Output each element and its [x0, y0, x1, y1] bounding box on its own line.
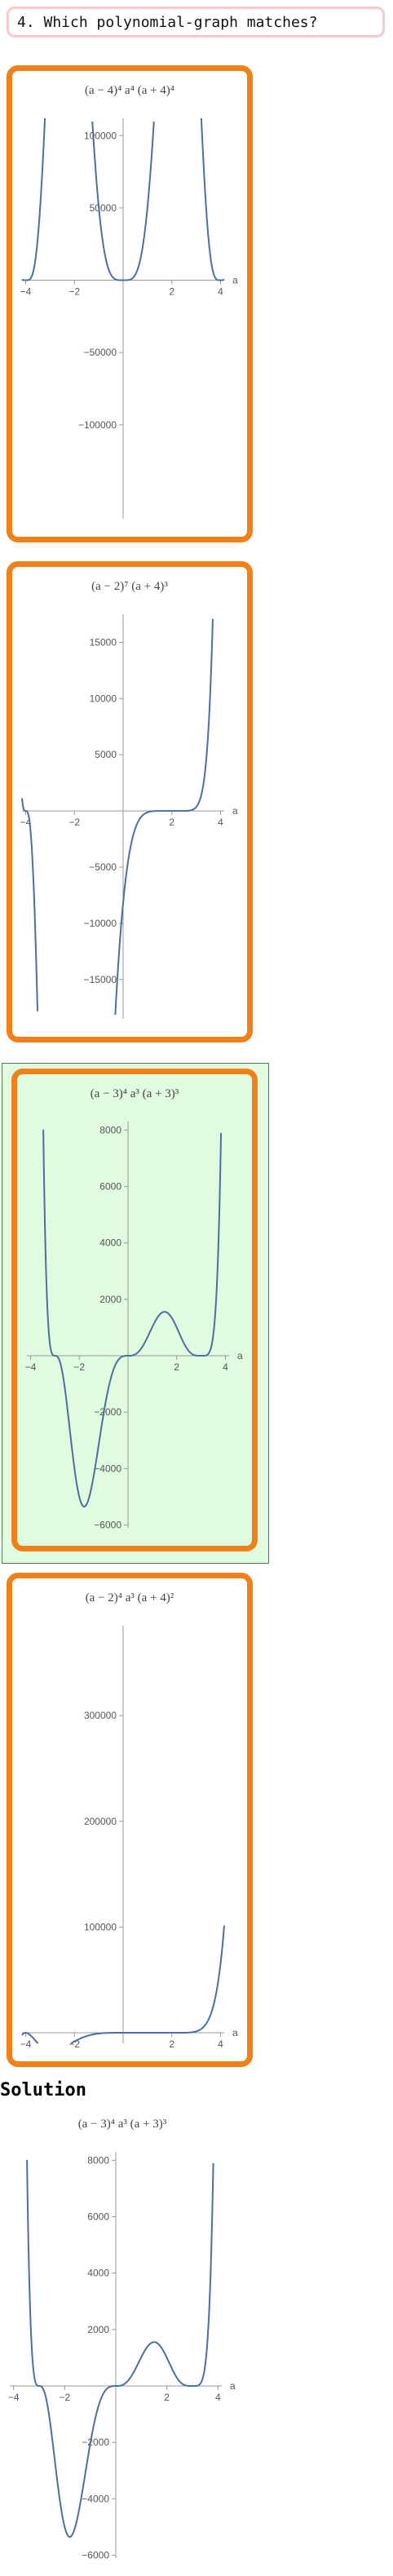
- solution-label: Solution: [0, 2080, 86, 2100]
- y-tick-label: 50000: [90, 202, 117, 214]
- plot-1: (a − 4)⁴ a⁴ (a + 4)⁴ a −4 −2 2 4 −100000 −50000…: [12, 71, 247, 537]
- plot-solution: (a − 3)⁴ a³ (a + 3)³ a −4 −2 2 4 −6000 −4000 −20…: [0, 2105, 245, 2576]
- x-axis-label: a: [230, 2380, 236, 2392]
- y-tick-label: −15000: [84, 974, 117, 985]
- y-tick-label: 100000: [84, 1921, 117, 1932]
- y-tick-label: 4000: [99, 1237, 121, 1249]
- y-tick-label: 5000: [95, 749, 117, 760]
- x-tick-label: 4: [223, 1361, 228, 1373]
- y-tick-label: −100000: [78, 419, 117, 431]
- y-tick-label: 4000: [87, 2268, 109, 2279]
- x-tick-label: 2: [169, 817, 174, 828]
- x-axis-label: a: [232, 805, 238, 817]
- chart-title: (a − 3)⁴ a³ (a + 3)³: [78, 2118, 167, 2131]
- y-tick-label: 8000: [87, 2154, 109, 2166]
- y-tick-label: 300000: [84, 1710, 117, 1721]
- y-tick-label: 6000: [99, 1181, 121, 1193]
- x-tick-label: −4: [8, 2392, 20, 2403]
- choice-1[interactable]: (a − 4)⁴ a⁴ (a + 4)⁴ a −4 −2 2 4 −100000 −50000…: [7, 65, 253, 542]
- y-tick-label: 2000: [87, 2324, 109, 2335]
- y-tick-label: 2000: [99, 1294, 121, 1305]
- plot-2: (a − 2)⁷ (a + 4)³a−4 −2 2 4−15000−10000−500…: [12, 567, 247, 1037]
- x-tick-label: 2: [169, 2038, 174, 2050]
- x-tick-label: 2: [169, 286, 174, 298]
- y-tick-label: −6000: [94, 1520, 121, 1531]
- x-tick-label: −2: [73, 1361, 85, 1373]
- x-tick-label: −4: [20, 286, 32, 298]
- x-tick-label: −2: [68, 817, 80, 828]
- x-tick-label: 4: [218, 2038, 223, 2050]
- y-tick-label: −4000: [82, 2493, 109, 2504]
- series-line: [22, 619, 213, 1015]
- question-banner: 4. Which polynomial-graph matches?: [7, 7, 385, 38]
- chart-title: (a − 2)⁴ a³ (a + 4)²: [86, 1591, 174, 1604]
- series-line: [27, 2160, 214, 2537]
- y-tick-label: −6000: [82, 2550, 109, 2561]
- x-axis-label: a: [237, 1350, 243, 1361]
- x-tick-label: −2: [60, 2392, 71, 2403]
- y-tick-label: −10000: [84, 918, 117, 929]
- question-text: 4. Which polynomial-graph matches?: [17, 14, 317, 31]
- x-tick-label: −4: [25, 1361, 37, 1373]
- chart-title: (a − 2)⁷ (a + 4)³: [91, 580, 168, 593]
- y-tick-label: 10000: [90, 693, 117, 704]
- choice-3[interactable]: (a − 3)⁴ a³ (a + 3)³ a −4 −2 2 4 −6000 −4000 −20…: [11, 1069, 258, 1551]
- y-tick-label: 6000: [87, 2211, 109, 2223]
- y-tick-label: −5000: [89, 861, 117, 873]
- y-tick-label: 15000: [90, 636, 117, 648]
- x-tick-label: −4: [20, 2038, 32, 2050]
- chart-title: (a − 4)⁴ a⁴ (a + 4)⁴: [85, 84, 174, 97]
- y-tick-label: 8000: [99, 1124, 121, 1135]
- x-tick-label: 4: [218, 286, 223, 298]
- x-axis-label: a: [232, 275, 238, 286]
- x-tick-label: 4: [215, 2392, 221, 2403]
- y-tick-label: −2000: [94, 1406, 121, 1418]
- series-line: [43, 1130, 221, 1507]
- y-tick-label: −50000: [84, 347, 117, 358]
- y-tick-label: −2000: [82, 2437, 109, 2448]
- choice-2[interactable]: (a − 2)⁷ (a + 4)³ a −4 −2 2 4 −15000 −10000 −500…: [7, 561, 253, 1042]
- plot-3: (a − 3)⁴ a³ (a + 3)³ a −4 −2 2 4 −6000 −4000 −20…: [17, 1074, 252, 1546]
- x-tick-label: 2: [174, 1361, 179, 1373]
- choice-4[interactable]: (a − 2)⁴ a³ (a + 4)² a −4 −2 2 4 100000 200000 3…: [7, 1573, 253, 2067]
- y-tick-label: 200000: [84, 1816, 117, 1827]
- x-tick-label: 2: [164, 2392, 170, 2403]
- x-axis-label: a: [232, 2027, 238, 2038]
- x-tick-label: 4: [218, 817, 223, 828]
- plot-4: (a − 2)⁴ a³ (a + 4)²a−4 −2 2 41000002000003…: [12, 1578, 247, 2061]
- x-tick-label: −2: [68, 286, 80, 298]
- y-tick-label: −4000: [94, 1463, 121, 1474]
- y-tick-label: 100000: [84, 130, 117, 141]
- chart-title: (a − 3)⁴ a³ (a + 3)³: [91, 1087, 179, 1100]
- solution-plot: (a − 3)⁴ a³ (a + 3)³ a −4 −2 2 4 −6000 −4000 −20…: [0, 2105, 245, 2576]
